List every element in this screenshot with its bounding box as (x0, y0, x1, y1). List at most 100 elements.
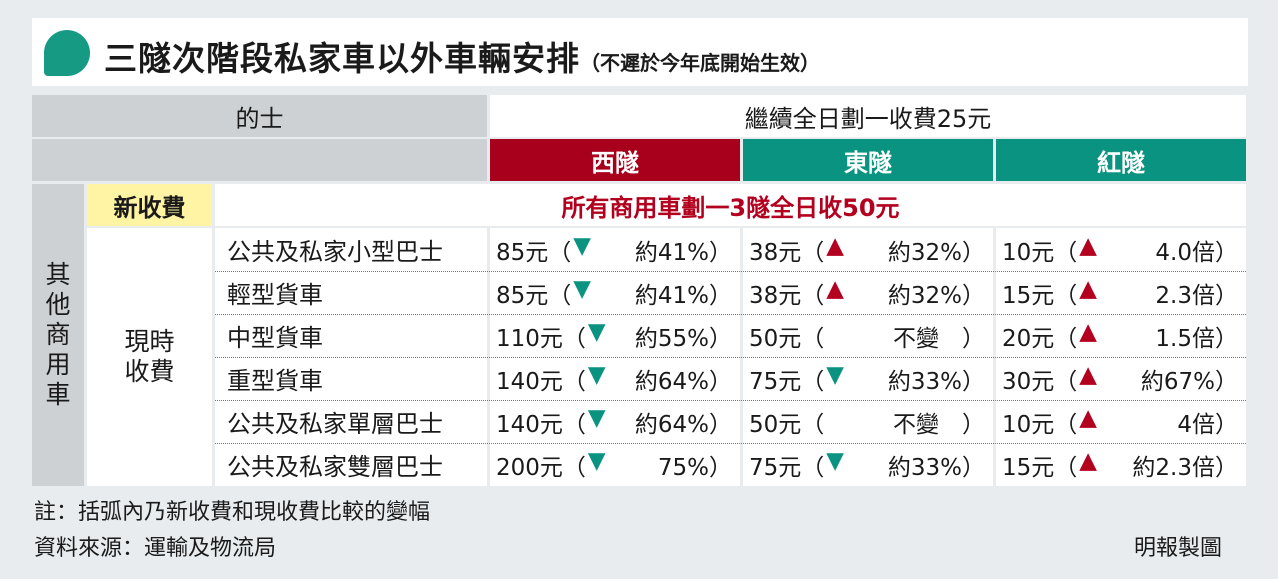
vehicle-type: 中型貨車 (227, 324, 323, 352)
fee-amount: 30元（ (1002, 368, 1078, 395)
fee-amount: 20元（ (1002, 325, 1078, 352)
down-triangle-icon: ▼ (587, 361, 606, 388)
fee-change-text: 約2.3倍） (1132, 454, 1238, 481)
fee-change: ▲ 1.5倍） (1077, 319, 1238, 353)
footer-credit: 明報製圖 (1134, 536, 1223, 561)
fee-change: ▼ 約41%） (571, 233, 732, 267)
fee-cell-west: 140元（ ▼ 約64%） (496, 400, 732, 443)
row-divider (215, 357, 1246, 358)
up-triangle-icon: ▲ (1079, 275, 1097, 302)
fee-cell-east: 75元（ ▼ 約33%） (749, 357, 985, 400)
fee-change-text: 約55%） (634, 325, 732, 352)
fee-change-text: 約32%） (887, 282, 985, 309)
vehicle-type: 公共及私家小型巴士 (227, 238, 443, 266)
tunnel-header-cross: 紅隧 (996, 139, 1246, 181)
fee-amount: 50元（ (749, 411, 825, 438)
down-triangle-icon: ▼ (587, 404, 606, 431)
group-char: 他 (45, 290, 71, 319)
fee-amount: 38元（ (749, 282, 825, 309)
vehicle-type: 公共及私家單層巴士 (227, 410, 443, 438)
vehicle-type: 公共及私家雙層巴士 (227, 453, 443, 481)
fee-cell-east: 50元（ 不變 ） (749, 400, 985, 443)
speech-bubble-icon (44, 30, 90, 76)
fee-change: ▲ 4.0倍） (1077, 233, 1238, 267)
taxi-label: 的士 (32, 95, 487, 137)
fee-change: ▲ 4倍） (1077, 405, 1238, 439)
fee-change: ▲ 約2.3倍） (1077, 448, 1238, 482)
down-triangle-icon: ▼ (826, 447, 844, 474)
up-triangle-icon: ▲ (1079, 361, 1097, 388)
fee-change: ▲ 2.3倍） (1077, 276, 1238, 310)
new-fee-label: 新收費 (87, 184, 212, 226)
fee-amount: 140元（ (496, 368, 586, 395)
taxi-fee: 繼續全日劃一收費25元 (490, 95, 1246, 137)
up-triangle-icon: ▲ (1079, 447, 1097, 474)
fee-change-text: 不變 ） (893, 411, 985, 438)
fee-change-text: 不變 ） (893, 325, 985, 352)
new-fee-text: 所有商用車劃一3隧全日收50元 (215, 184, 1246, 226)
tunnel-header-west: 西隧 (490, 139, 740, 181)
fee-amount: 200元（ (496, 454, 586, 481)
fee-change: ▼ 約64%） (586, 362, 732, 396)
fee-cell-cross: 10元（ ▲ 4.0倍） (1002, 228, 1238, 271)
fee-change-text: 4倍） (1177, 411, 1238, 438)
fee-amount: 50元（ (749, 325, 825, 352)
fee-change-text: 約64%） (634, 411, 732, 438)
row-divider (215, 314, 1246, 315)
vehicle-type: 重型貨車 (227, 367, 323, 395)
fee-change: 不變 ） (824, 405, 985, 439)
fee-cell-east: 75元（ ▼ 約33%） (749, 443, 985, 486)
fee-amount: 85元（ (496, 239, 572, 266)
fee-change: ▼ 約33%） (824, 362, 985, 396)
down-triangle-icon: ▼ (573, 232, 591, 259)
down-triangle-icon: ▼ (573, 275, 591, 302)
fee-amount: 85元（ (496, 282, 572, 309)
current-label-line: 收費 (124, 357, 175, 386)
page-title: 三隧次階段私家車以外車輛安排（不遲於今年底開始生效） (104, 32, 820, 80)
fee-amount: 110元（ (496, 325, 586, 352)
fee-change-text: 約67%） (1140, 368, 1238, 395)
fee-cell-cross: 20元（ ▲ 1.5倍） (1002, 314, 1238, 357)
current-fee-label: 現時 收費 (87, 228, 212, 486)
fee-change-text: 約41%） (634, 239, 732, 266)
fee-cell-east: 38元（ ▲ 約32%） (749, 228, 985, 271)
fee-cell-west: 85元（ ▼ 約41%） (496, 271, 732, 314)
fee-change: ▼ 約33%） (824, 448, 985, 482)
group-char: 用 (45, 350, 71, 379)
group-char: 車 (45, 380, 71, 409)
up-triangle-icon: ▲ (1079, 232, 1097, 259)
fee-amount: 75元（ (749, 454, 825, 481)
fee-amount: 38元（ (749, 239, 825, 266)
down-triangle-icon: ▼ (587, 447, 606, 474)
fee-change-text: 約33%） (887, 368, 985, 395)
down-triangle-icon: ▼ (826, 361, 844, 388)
fee-change: ▼ 約55%） (586, 319, 732, 353)
down-triangle-icon: ▼ (587, 318, 606, 345)
group-char: 商 (45, 320, 71, 349)
footer-note: 註：括弧內乃新收費和現收費比較的變幅 (34, 500, 431, 525)
fee-change: ▼ 75%） (586, 448, 732, 482)
fee-amount: 140元（ (496, 411, 586, 438)
up-triangle-icon: ▲ (826, 275, 844, 302)
fee-cell-west: 200元（ ▼ 75%） (496, 443, 732, 486)
fee-change-text: 1.5倍） (1155, 325, 1238, 352)
fee-cell-east: 38元（ ▲ 約32%） (749, 271, 985, 314)
fee-cell-cross: 15元（ ▲ 2.3倍） (1002, 271, 1238, 314)
fee-cell-west: 85元（ ▼ 約41%） (496, 228, 732, 271)
fee-cell-east: 50元（ 不變 ） (749, 314, 985, 357)
fee-change: 不變 ） (824, 319, 985, 353)
title-subtitle: （不遲於今年底開始生效） (580, 51, 820, 75)
title-bar: 三隧次階段私家車以外車輛安排（不遲於今年底開始生效） (32, 18, 1248, 86)
title-main-text: 三隧次階段私家車以外車輛安排 (104, 39, 580, 78)
fee-change-text: 2.3倍） (1155, 282, 1238, 309)
fee-cell-cross: 10元（ ▲ 4倍） (1002, 400, 1238, 443)
fee-cell-cross: 30元（ ▲ 約67%） (1002, 357, 1238, 400)
fee-amount: 75元（ (749, 368, 825, 395)
fee-change-text: 約33%） (887, 454, 985, 481)
fee-change-text: 約41%） (634, 282, 732, 309)
row-divider (215, 400, 1246, 401)
up-triangle-icon: ▲ (826, 232, 844, 259)
fee-change-text: 4.0倍） (1155, 239, 1238, 266)
fee-change: ▲ 約32%） (824, 233, 985, 267)
fee-change-text: 約32%） (887, 239, 985, 266)
